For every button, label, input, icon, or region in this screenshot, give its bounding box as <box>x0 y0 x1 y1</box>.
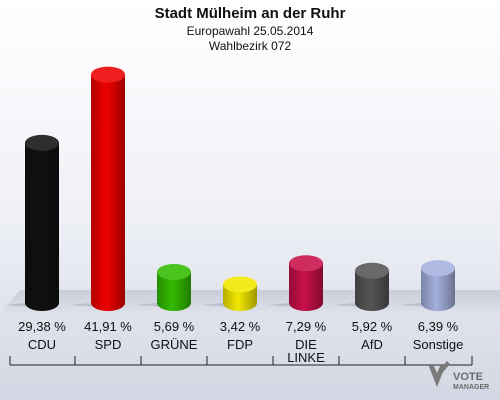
value-label-die-linke: 7,29 % <box>286 319 327 334</box>
x-axis <box>9 356 473 366</box>
labels-layer: 29,38 % CDU 41,91 % SPD 5,69 % GRÜNE 3,42 % FDP… <box>9 319 473 366</box>
bar-gr-ne <box>135 263 191 311</box>
bar-body <box>421 268 455 311</box>
chart-title: Stadt Mülheim an der Ruhr <box>155 5 346 22</box>
category-label-fdp: FDP <box>227 337 253 352</box>
bar-body <box>355 270 389 311</box>
value-label-afd: 5,92 % <box>352 319 393 334</box>
bar-top <box>25 134 59 151</box>
category-label-gr-ne: GRÜNE <box>151 337 198 352</box>
category-label-die-linke: DIE LINKE <box>287 337 325 365</box>
chart-subtitle-district: Wahlbezirk 072 <box>209 39 292 53</box>
bar-cdu <box>3 134 59 311</box>
category-label-spd: SPD <box>95 337 122 352</box>
bar-top <box>289 255 323 272</box>
bars-layer <box>3 66 455 311</box>
bar-die-linke <box>267 255 323 311</box>
value-label-fdp: 3,42 % <box>220 319 261 334</box>
bar-sonstige <box>399 260 455 311</box>
category-label-afd: AfD <box>361 337 383 352</box>
bar-body <box>91 74 125 311</box>
vote-manager-logo: VOTE MANAGER <box>428 361 489 391</box>
bar-fdp <box>201 276 257 311</box>
logo-text-vote: VOTE <box>453 371 483 383</box>
bar-body <box>25 142 59 311</box>
bar-body <box>157 271 191 311</box>
category-label-sonstige: Sonstige <box>413 337 464 352</box>
value-label-sonstige: 6,39 % <box>418 319 459 334</box>
category-label-cdu: CDU <box>28 337 56 352</box>
bar-afd <box>333 262 389 311</box>
chart-subtitle-election: Europawahl 25.05.2014 <box>187 24 314 38</box>
value-label-gr-ne: 5,69 % <box>154 319 195 334</box>
bar-top <box>157 263 191 280</box>
bar-body <box>289 263 323 311</box>
value-label-spd: 41,91 % <box>84 319 132 334</box>
bar-top <box>355 262 389 279</box>
value-label-cdu: 29,38 % <box>18 319 66 334</box>
bar-spd <box>69 66 125 311</box>
bar-top <box>223 276 257 293</box>
logo-text-manager: MANAGER <box>453 384 489 391</box>
bar-top <box>91 66 125 83</box>
bar-top <box>421 260 455 277</box>
